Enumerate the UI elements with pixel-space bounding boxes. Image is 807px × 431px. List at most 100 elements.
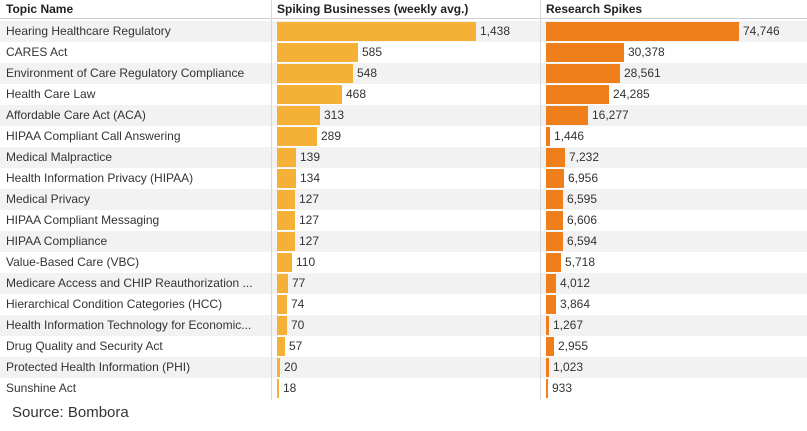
- table-row: Hierarchical Condition Categories (HCC) 7…: [0, 294, 807, 315]
- research-value: 74,746: [743, 24, 780, 38]
- research-value: 6,594: [567, 234, 598, 248]
- topic-name: Hierarchical Condition Categories (HCC): [6, 297, 223, 311]
- research-bar: [546, 148, 565, 167]
- spiking-bar: [277, 127, 317, 146]
- spiking-bar: [277, 190, 295, 209]
- spiking-value: 70: [291, 318, 305, 332]
- research-bar: [546, 211, 563, 230]
- topic-name: Drug Quality and Security Act: [6, 339, 163, 353]
- spiking-bar: [277, 232, 295, 251]
- topic-name: Affordable Care Act (ACA): [6, 108, 146, 122]
- research-bar: [546, 43, 624, 62]
- research-value: 16,277: [592, 108, 629, 122]
- research-bar: [546, 64, 620, 83]
- spiking-value: 313: [324, 108, 345, 122]
- spiking-bar: [277, 358, 280, 377]
- topic-name: Sunshine Act: [6, 381, 77, 395]
- research-value: 1,446: [554, 129, 585, 143]
- spiking-bar: [277, 169, 296, 188]
- spiking-value: 20: [284, 360, 298, 374]
- topic-name: Health Care Law: [6, 87, 96, 101]
- spiking-column-header: Spiking Businesses (weekly avg.): [277, 2, 469, 16]
- research-value: 28,561: [624, 66, 661, 80]
- spiking-value: 127: [299, 213, 320, 227]
- research-value: 933: [552, 381, 573, 395]
- table-row: Drug Quality and Security Act 57 2,955: [0, 336, 807, 357]
- research-bar: [546, 295, 556, 314]
- table-row: Medical Malpractice 139 7,232: [0, 147, 807, 168]
- research-bar: [546, 337, 554, 356]
- column-divider: [540, 0, 541, 400]
- research-value: 6,595: [567, 192, 598, 206]
- spiking-value: 77: [292, 276, 306, 290]
- spiking-value: 289: [321, 129, 342, 143]
- spiking-bar: [277, 43, 358, 62]
- research-bar: [546, 232, 563, 251]
- topic-name: Medicare Access and CHIP Reauthorization…: [6, 276, 253, 290]
- table-row: HIPAA Compliant Messaging 127 6,606: [0, 210, 807, 231]
- research-bar: [546, 379, 548, 398]
- spiking-value: 110: [296, 255, 316, 269]
- topic-name: Protected Health Information (PHI): [6, 360, 191, 374]
- table-row: CARES Act 585 30,378: [0, 42, 807, 63]
- header-divider: [0, 18, 807, 19]
- topic-name: Environment of Care Regulatory Complianc…: [6, 66, 245, 80]
- spiking-value: 127: [299, 192, 320, 206]
- topic-name: Medical Privacy: [6, 192, 91, 206]
- table-row: Medicare Access and CHIP Reauthorization…: [0, 273, 807, 294]
- research-value: 6,956: [568, 171, 599, 185]
- table-row: Medical Privacy 127 6,595: [0, 189, 807, 210]
- research-bar: [546, 85, 609, 104]
- topic-name: Health Information Technology for Econom…: [6, 318, 252, 332]
- topic-name: HIPAA Compliance: [6, 234, 108, 248]
- research-bar: [546, 106, 588, 125]
- spiking-value: 1,438: [480, 24, 511, 38]
- spiking-value: 57: [289, 339, 303, 353]
- research-bar: [546, 169, 564, 188]
- research-bar: [546, 358, 549, 377]
- research-value: 1,023: [553, 360, 584, 374]
- spiking-bar: [277, 379, 279, 398]
- topic-name: Hearing Healthcare Regulatory: [6, 24, 171, 38]
- topic-name: HIPAA Compliant Messaging: [6, 213, 160, 227]
- spiking-value: 585: [362, 45, 383, 59]
- spiking-bar: [277, 253, 292, 272]
- spiking-value: 468: [346, 87, 367, 101]
- table-row: Sunshine Act 18 933: [0, 378, 807, 399]
- spiking-value: 548: [357, 66, 378, 80]
- table-row: Hearing Healthcare Regulatory 1,438 74,746: [0, 21, 807, 42]
- research-value: 4,012: [560, 276, 591, 290]
- table-row: Health Care Law 468 24,285: [0, 84, 807, 105]
- table-row: HIPAA Compliance 127 6,594: [0, 231, 807, 252]
- research-value: 24,285: [613, 87, 650, 101]
- table-row: Affordable Care Act (ACA) 313 16,277: [0, 105, 807, 126]
- research-value: 30,378: [628, 45, 665, 59]
- research-bar: [546, 22, 739, 41]
- source-note: Source: Bombora: [12, 404, 129, 421]
- research-column-header: Research Spikes: [546, 2, 643, 16]
- spiking-value: 139: [300, 150, 321, 164]
- research-value: 2,955: [558, 339, 589, 353]
- spiking-value: 127: [299, 234, 320, 248]
- column-divider: [271, 0, 272, 400]
- research-value: 7,232: [569, 150, 600, 164]
- spiking-bar: [277, 64, 353, 83]
- research-value: 6,606: [567, 213, 598, 227]
- spiking-bar: [277, 316, 287, 335]
- table-row: Value-Based Care (VBC) 110 5,718: [0, 252, 807, 273]
- research-bar: [546, 190, 563, 209]
- spiking-bar: [277, 148, 296, 167]
- research-value: 5,718: [565, 255, 596, 269]
- research-value: 1,267: [553, 318, 584, 332]
- table-row: Protected Health Information (PHI) 20 1,02…: [0, 357, 807, 378]
- table-row: Environment of Care Regulatory Complianc…: [0, 63, 807, 84]
- table-row: Health Information Technology for Econom…: [0, 315, 807, 336]
- spiking-bar: [277, 85, 342, 104]
- research-value: 3,864: [560, 297, 591, 311]
- spiking-bar: [277, 211, 295, 230]
- research-bar: [546, 253, 561, 272]
- spiking-value: 18: [283, 381, 297, 395]
- spiking-value: 74: [291, 297, 305, 311]
- topic-name: Value-Based Care (VBC): [6, 255, 140, 269]
- topic-name: CARES Act: [6, 45, 68, 59]
